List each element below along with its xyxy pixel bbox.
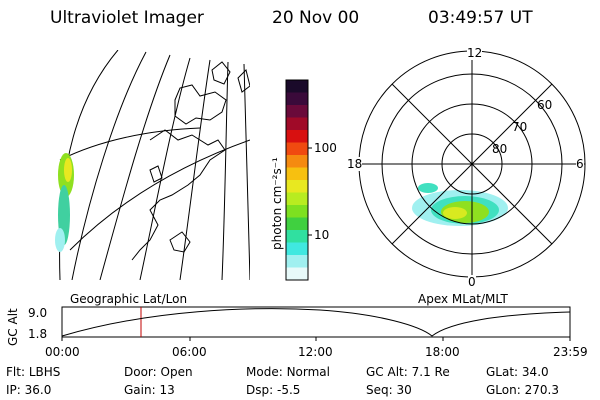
xtick-0600: 06:00 [172,345,207,359]
xtick-1800: 18:00 [425,345,460,359]
altitude-ytick-max: 9.0 [28,306,48,320]
colorbar-swatch [286,167,308,181]
altitude-ytick-min: 1.8 [28,327,48,341]
colorbar-swatch [286,205,308,218]
status-door: Door: Open [124,365,193,379]
xtick-0000: 00:00 [45,345,80,359]
colorbar-label: photon cm⁻²s⁻¹ [270,157,284,250]
lat-label-80: 80 [492,142,508,156]
map-gridlines [59,50,250,280]
colorbar-swatch [286,142,308,156]
colorbar-swatch [286,105,308,118]
polar-aurora [412,183,508,226]
map-caption: Geographic Lat/Lon [70,292,188,306]
lat-label-70: 70 [512,120,528,134]
date-label: 20 Nov 00 [272,8,360,28]
altitude-plot [61,306,571,341]
colorbar-tick-10: 10 [314,228,330,242]
status-glat: GLat: 34.0 [486,365,549,379]
colorbar-swatch [286,267,308,281]
xtick-2359: 23:59 [553,345,588,359]
instrument-title: Ultraviolet Imager [50,8,204,28]
status-flt: Flt: LBHS [6,365,61,379]
colorbar-swatch [286,117,308,131]
time-label: 03:49:57 UT [428,8,533,28]
colorbar-swatch [286,242,308,256]
xtick-1200: 12:00 [298,345,333,359]
polar-caption: Apex MLat/MLT [418,292,508,306]
status-seq: Seq: 30 [366,383,412,397]
colorbar-swatch [286,192,308,206]
colorbar-swatch [286,155,308,168]
mlt-label-0: 0 [468,275,476,289]
colorbar-swatch [286,230,308,243]
colorbar [286,80,308,281]
colorbar-swatch [286,92,308,106]
polar-plot [358,50,586,278]
colorbar-tick-100: 100 [314,141,337,155]
coastline [131,61,250,261]
map-aurora [55,153,74,252]
colorbar-swatch [286,217,308,231]
colorbar-swatch [286,130,308,143]
status-gain: Gain: 13 [124,383,175,397]
colorbar-swatch [286,255,308,268]
status-gc-alt: GC Alt: 7.1 Re [366,365,450,379]
status-mode: Mode: Normal [246,365,330,379]
mlt-label-18: 18 [347,157,363,171]
status-ip: IP: 36.0 [6,383,52,397]
altitude-ylabel: GC Alt [6,308,20,346]
mlt-label-6: 6 [576,157,584,171]
colorbar-swatch [286,80,308,93]
status-dsp: Dsp: -5.5 [246,383,301,397]
status-glon: GLon: 270.3 [486,383,559,397]
lat-label-60: 60 [537,98,553,112]
mlt-label-12: 12 [467,46,483,60]
colorbar-swatch [286,180,308,193]
